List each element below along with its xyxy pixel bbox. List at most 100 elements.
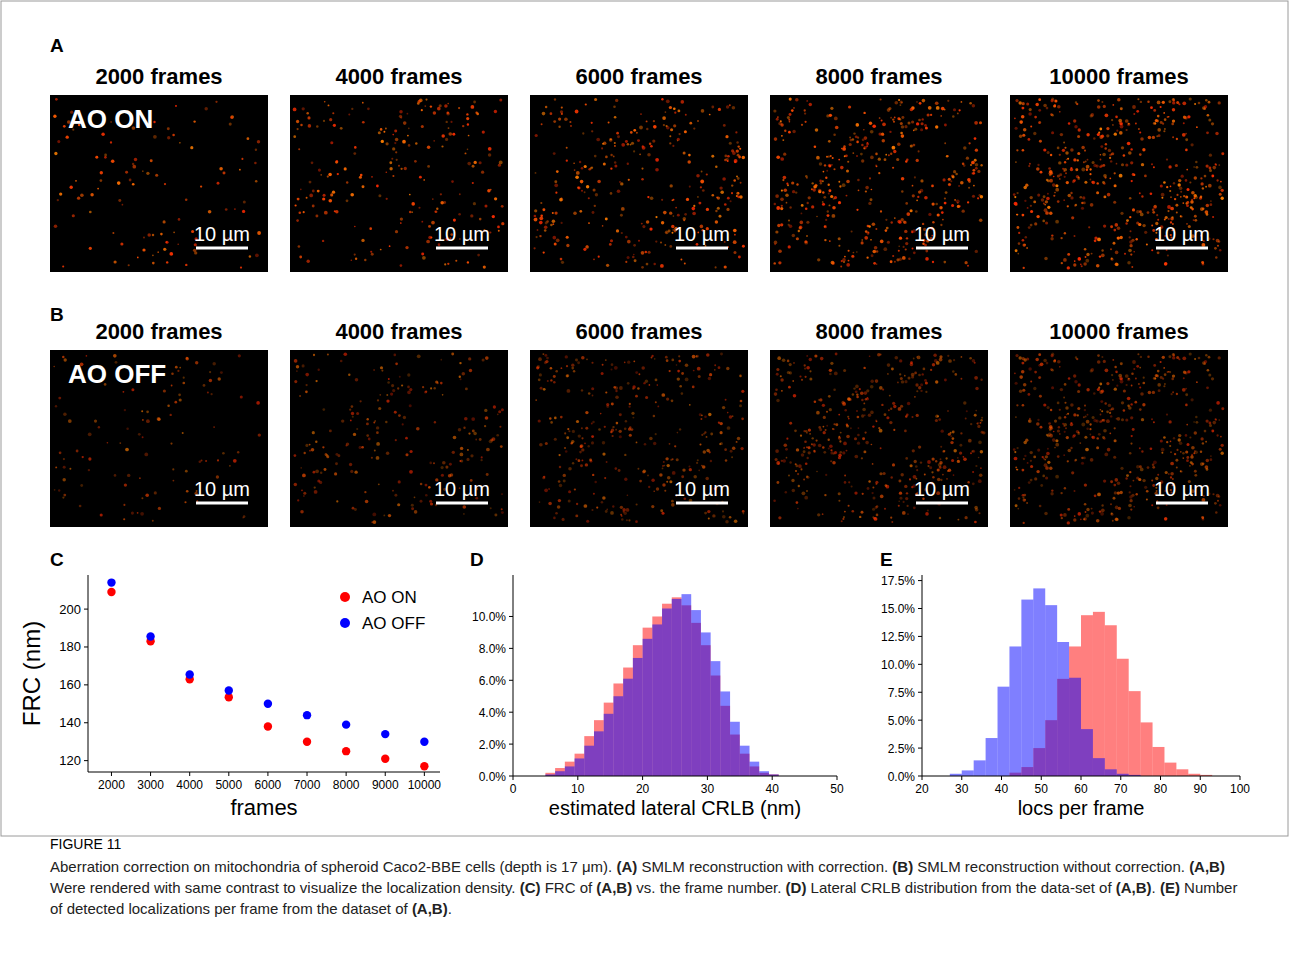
image-speckle [906,237,908,239]
image-speckle [775,230,778,233]
image-speckle [789,98,792,101]
image-speckle [620,214,623,217]
image-speckle [574,169,576,171]
image-speckle [404,167,407,170]
image-speckle [818,189,822,193]
image-speckle [397,503,400,506]
image-speckle [1106,134,1109,137]
image-speckle [566,244,569,247]
image-speckle [86,355,88,357]
image-speckle [1182,101,1186,105]
image-speckle [392,134,394,136]
image-speckle [739,195,742,198]
image-speckle [1164,262,1167,265]
image-speckle [1059,111,1061,113]
image-speckle [398,480,401,483]
image-speckle [677,138,680,141]
image-speckle [441,466,444,469]
image-speckle [1048,167,1051,170]
image-speckle [397,387,399,389]
image-speckle [1108,149,1111,152]
image-speckle [88,469,90,471]
image-speckle [1067,266,1070,269]
image-speckle [1013,193,1016,196]
image-speckle [399,115,402,118]
image-speckle [601,147,603,149]
image-speckle [670,184,673,187]
image-speckle [737,145,739,147]
image-speckle [1100,159,1102,161]
image-speckle [903,246,905,248]
image-speckle [400,217,403,220]
image-speckle [1125,119,1129,123]
image-speckle [564,117,568,121]
image-speckle [400,117,402,119]
image-speckle [418,207,420,209]
image-speckle [1129,244,1132,247]
image-speckle [487,189,490,192]
reconstruction-image [290,95,508,272]
image-speckle [320,174,322,176]
image-speckle [552,236,556,240]
image-speckle [208,210,212,214]
image-speckle [132,183,135,186]
image-speckle [1028,138,1031,141]
image-speckle [789,113,792,116]
image-speckle [230,115,234,119]
reconstruction-image [1010,95,1228,272]
image-speckle [898,250,900,252]
image-speckle [894,217,896,219]
image-speckle [1136,110,1139,113]
image-speckle [806,235,808,237]
image-speckle [117,181,121,185]
image-speckle [55,405,57,407]
image-speckle [309,444,311,446]
image-speckle [1215,163,1217,165]
image-speckle [298,245,301,248]
image-speckle [1081,168,1085,172]
image-speckle [914,128,917,131]
image-speckle [788,131,791,134]
image-speckle [409,404,412,407]
image-speckle [386,198,388,200]
image-speckle [398,414,401,417]
image-speckle [123,518,125,520]
image-speckle [717,197,720,200]
image-speckle [727,155,730,158]
image-speckle [1111,258,1114,261]
image-speckle [62,265,64,267]
image-speckle [777,116,779,118]
image-speckle [908,257,910,259]
reconstruction-image [770,95,988,272]
image-speckle [742,156,745,159]
image-speckle [409,388,412,391]
image-speckle [1073,263,1076,266]
image-speckle [1173,182,1175,184]
image-speckle [792,130,795,133]
image-speckle [1067,205,1069,207]
image-speckle [1103,174,1107,178]
image-speckle [234,208,236,210]
panel-title: 10000 frames [1049,64,1188,89]
image-speckle [312,190,315,193]
image-speckle [462,372,466,376]
image-speckle [1164,262,1167,265]
image-speckle [1161,193,1165,197]
image-speckle [59,192,62,195]
image-speckle [403,416,406,419]
image-speckle [1116,130,1118,132]
image-speckle [420,500,423,503]
image-speckle [1185,179,1188,182]
image-speckle [945,191,948,194]
condition-label: AO OFF [68,359,166,389]
image-speckle [673,107,676,110]
image-speckle [303,211,305,213]
image-speckle [666,99,670,103]
image-speckle [1178,179,1181,182]
image-speckle [866,142,869,145]
scale-bar [196,502,248,505]
image-speckle [902,256,906,260]
image-speckle [481,171,484,174]
image-speckle [561,222,563,224]
image-speckle [451,353,454,356]
